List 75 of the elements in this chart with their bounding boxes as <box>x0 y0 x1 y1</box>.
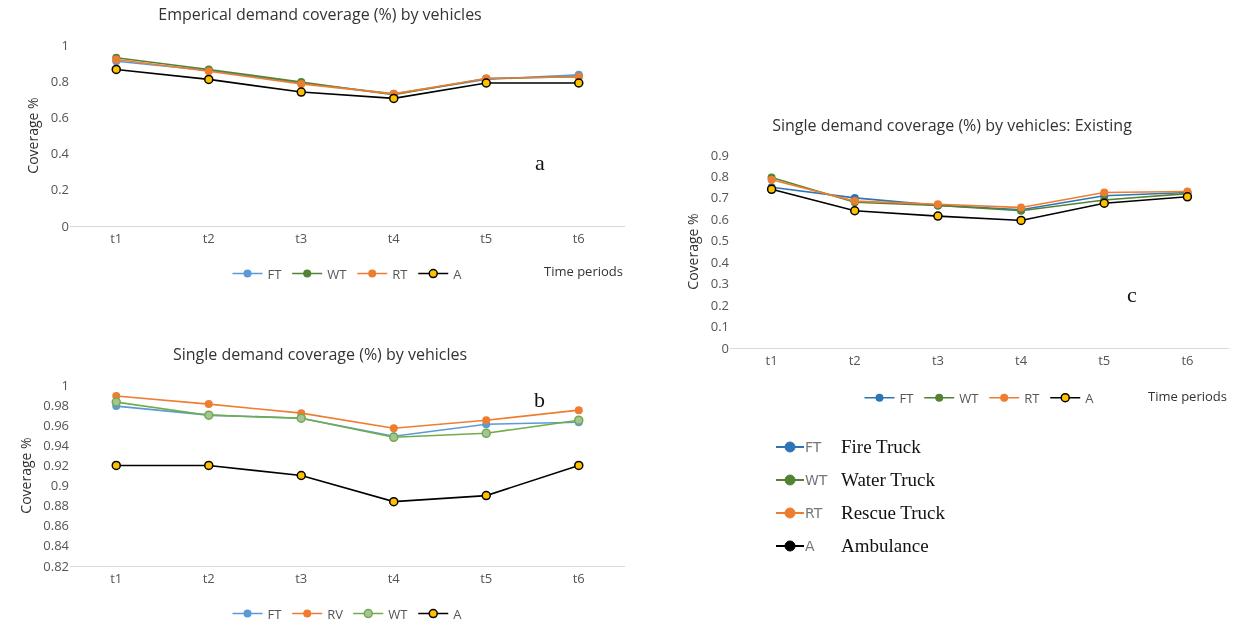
y-tick-label: 0.8 <box>710 166 729 185</box>
legend-label: FT <box>899 388 915 407</box>
chart-title: Single demand coverage (%) by vehicles <box>172 343 468 366</box>
x-tick-label: t2 <box>202 228 215 247</box>
chart-title: Single demand coverage (%) by vehicles: Existing <box>772 113 1133 136</box>
text: RT <box>805 504 824 521</box>
x-tick-label: t4 <box>387 228 401 247</box>
legend-label: FT <box>267 604 283 623</box>
y-tick-label: 0.7 <box>710 188 729 207</box>
x-tick-label: t6 <box>1181 350 1194 369</box>
text: FT <box>805 438 823 455</box>
x-tick-label: t3 <box>295 228 308 247</box>
x-tick-label: t5 <box>1098 350 1111 369</box>
text: Ambulance <box>841 534 929 557</box>
x-axis-title: Time periods <box>1148 387 1227 405</box>
legend-label: FT <box>267 264 283 283</box>
legend-label: RT <box>392 264 409 283</box>
text: WT <box>805 471 829 488</box>
y-tick-label: 0.92 <box>43 455 69 474</box>
chart-title: Emperical demand coverage (%) by vehicles <box>158 3 482 26</box>
legend-label: WT <box>388 604 409 623</box>
y-tick-label: 0.86 <box>43 516 69 535</box>
legend-label: RV <box>327 604 344 623</box>
legend-label: A <box>1085 388 1095 407</box>
legend-label: WT <box>959 388 980 407</box>
text: Fire Truck <box>841 435 921 458</box>
y-axis-title: Coverage % <box>15 437 35 514</box>
x-tick-label: t3 <box>931 350 944 369</box>
legend-label: A <box>453 264 463 283</box>
y-axis-title: Coverage % <box>683 213 703 290</box>
y-tick-label: 0.84 <box>43 536 70 555</box>
x-tick-label: t2 <box>202 568 215 587</box>
text: A <box>805 537 816 554</box>
x-tick-label: t4 <box>387 568 401 587</box>
y-tick-label: 1 <box>61 375 69 394</box>
y-tick-label: 0.2 <box>50 180 69 199</box>
y-tick-label: 0.5 <box>710 231 729 250</box>
y-tick-label: 0.4 <box>710 252 730 271</box>
text: Rescue Truck <box>841 501 945 524</box>
y-tick-label: 1 <box>61 35 69 54</box>
y-tick-label: 0.6 <box>50 107 69 126</box>
legend-label: RT <box>1024 388 1041 407</box>
x-tick-label: t1 <box>110 568 123 587</box>
x-tick-label: t4 <box>1015 350 1028 369</box>
y-tick-label: 0.88 <box>43 496 69 515</box>
y-tick-label: 0.96 <box>43 415 69 434</box>
x-tick-label: t1 <box>765 350 778 369</box>
x-tick-label: t2 <box>848 350 861 369</box>
y-tick-label: 0 <box>721 338 729 357</box>
y-tick-label: 0 <box>61 216 69 235</box>
y-tick-label: 0.4 <box>50 144 70 163</box>
y-tick-label: 0.3 <box>710 274 729 293</box>
annotation: b <box>534 387 545 412</box>
y-tick-label: 0.6 <box>710 209 729 228</box>
y-axis-title: Coverage % <box>23 97 43 174</box>
y-tick-label: 0.1 <box>710 317 729 336</box>
y-tick-label: 0.82 <box>43 556 69 575</box>
legend-label: WT <box>327 264 348 283</box>
x-tick-label: t6 <box>572 228 585 247</box>
legend-label: A <box>453 604 463 623</box>
y-tick-label: 0.9 <box>50 476 69 495</box>
text: Water Truck <box>841 468 935 491</box>
y-tick-label: 0.2 <box>710 295 729 314</box>
y-tick-label: 0.8 <box>50 71 69 90</box>
annotation: c <box>1127 282 1137 307</box>
annotation: a <box>535 150 545 175</box>
x-tick-label: t1 <box>110 228 123 247</box>
x-tick-label: t6 <box>572 568 585 587</box>
y-tick-label: 0.9 <box>710 145 729 164</box>
x-tick-label: t5 <box>480 568 493 587</box>
y-tick-label: 0.98 <box>43 395 69 414</box>
x-tick-label: t5 <box>480 228 493 247</box>
y-tick-label: 0.94 <box>43 435 70 454</box>
x-tick-label: t3 <box>295 568 308 587</box>
x-axis-title: Time periods <box>544 262 623 280</box>
